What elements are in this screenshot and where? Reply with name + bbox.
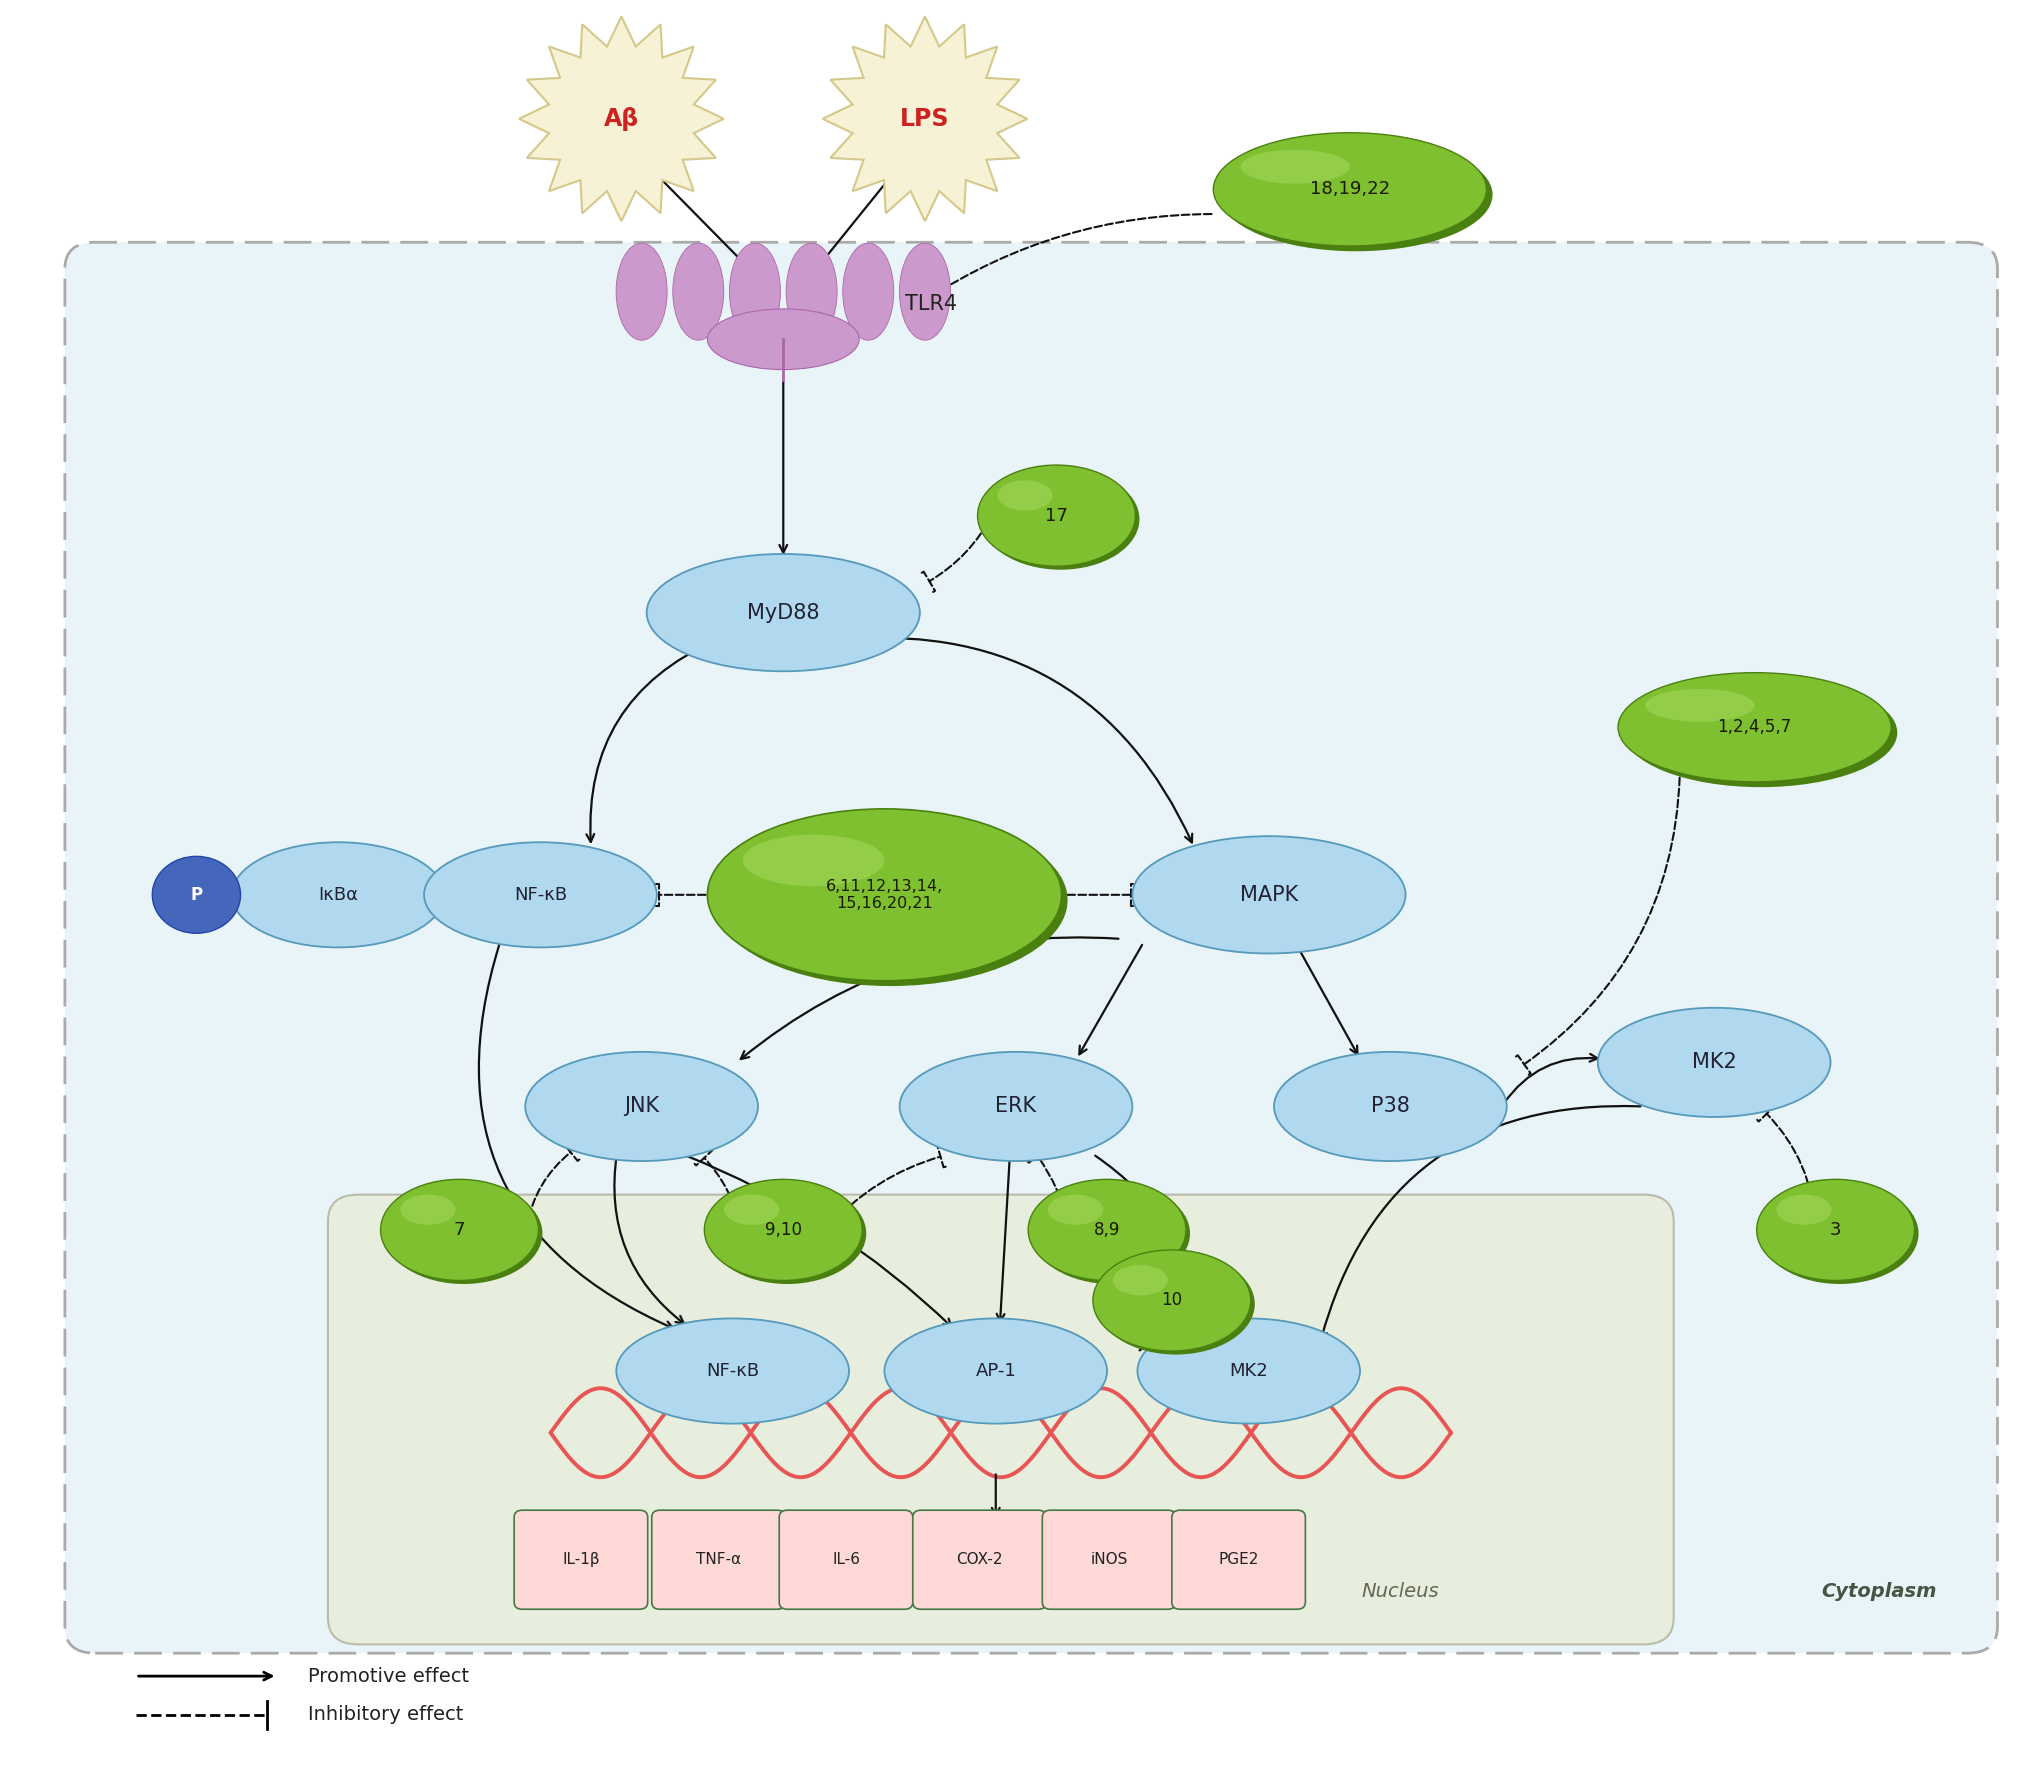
Ellipse shape: [981, 468, 1140, 571]
Text: TNF-α: TNF-α: [695, 1552, 742, 1566]
Text: LPS: LPS: [900, 106, 949, 131]
Ellipse shape: [380, 1180, 538, 1281]
Text: MAPK: MAPK: [1240, 884, 1298, 905]
Ellipse shape: [744, 835, 884, 886]
Ellipse shape: [713, 813, 1067, 985]
Text: Inhibitory effect: Inhibitory effect: [307, 1705, 463, 1724]
Text: Nucleus: Nucleus: [1361, 1582, 1439, 1600]
Text: Cytoplasm: Cytoplasm: [1821, 1582, 1936, 1600]
Ellipse shape: [1624, 679, 1898, 787]
FancyBboxPatch shape: [912, 1510, 1046, 1609]
Text: 9,10: 9,10: [764, 1221, 803, 1239]
Ellipse shape: [1776, 1194, 1831, 1224]
Circle shape: [152, 856, 240, 934]
Text: 1,2,4,5,7: 1,2,4,5,7: [1717, 718, 1792, 737]
FancyBboxPatch shape: [1042, 1510, 1177, 1609]
Text: Promotive effect: Promotive effect: [307, 1667, 469, 1685]
Ellipse shape: [1097, 1253, 1256, 1354]
Text: 7: 7: [453, 1221, 465, 1239]
Text: MK2: MK2: [1693, 1053, 1737, 1072]
Ellipse shape: [1114, 1265, 1168, 1295]
Ellipse shape: [1756, 1180, 1914, 1281]
Text: COX-2: COX-2: [957, 1552, 1004, 1566]
FancyBboxPatch shape: [1172, 1510, 1305, 1609]
FancyBboxPatch shape: [327, 1194, 1674, 1644]
Text: JNK: JNK: [624, 1097, 658, 1116]
Text: IL-6: IL-6: [831, 1552, 860, 1566]
FancyBboxPatch shape: [652, 1510, 784, 1609]
Text: NF-κB: NF-κB: [707, 1363, 760, 1380]
Text: 3: 3: [1831, 1221, 1841, 1239]
Ellipse shape: [1138, 1318, 1359, 1423]
Text: IL-1β: IL-1β: [563, 1552, 599, 1566]
Ellipse shape: [900, 1053, 1132, 1161]
Ellipse shape: [843, 243, 894, 340]
Ellipse shape: [384, 1184, 543, 1285]
Ellipse shape: [646, 555, 920, 672]
Text: AP-1: AP-1: [975, 1363, 1016, 1380]
Ellipse shape: [400, 1194, 455, 1224]
FancyBboxPatch shape: [778, 1510, 912, 1609]
Ellipse shape: [1049, 1194, 1103, 1224]
Polygon shape: [823, 16, 1028, 222]
Ellipse shape: [1242, 149, 1349, 184]
Ellipse shape: [729, 243, 780, 340]
Ellipse shape: [707, 808, 1061, 980]
Text: 8,9: 8,9: [1093, 1221, 1120, 1239]
Text: ERK: ERK: [996, 1097, 1036, 1116]
Ellipse shape: [1617, 673, 1892, 781]
Ellipse shape: [1219, 138, 1494, 252]
Ellipse shape: [1213, 133, 1487, 246]
Ellipse shape: [1028, 1180, 1187, 1281]
Text: TLR4: TLR4: [904, 294, 957, 314]
Ellipse shape: [900, 243, 951, 340]
Text: Aβ: Aβ: [604, 106, 638, 131]
Ellipse shape: [1032, 1184, 1191, 1285]
Ellipse shape: [425, 842, 656, 948]
Ellipse shape: [524, 1053, 758, 1161]
Text: 18,19,22: 18,19,22: [1311, 181, 1390, 198]
Ellipse shape: [998, 480, 1053, 510]
Ellipse shape: [1093, 1249, 1252, 1350]
Ellipse shape: [616, 243, 666, 340]
Ellipse shape: [1597, 1008, 1831, 1116]
Text: MyD88: MyD88: [748, 602, 819, 622]
Text: 10: 10: [1160, 1292, 1183, 1310]
Text: iNOS: iNOS: [1091, 1552, 1128, 1566]
Ellipse shape: [1132, 836, 1406, 953]
Ellipse shape: [1760, 1184, 1918, 1285]
Ellipse shape: [709, 1184, 866, 1285]
Text: IκBα: IκBα: [319, 886, 358, 904]
Text: PGE2: PGE2: [1219, 1552, 1258, 1566]
FancyBboxPatch shape: [514, 1510, 648, 1609]
Ellipse shape: [884, 1318, 1107, 1423]
Ellipse shape: [707, 308, 860, 370]
Text: MK2: MK2: [1229, 1363, 1268, 1380]
Text: NF-κB: NF-κB: [514, 886, 567, 904]
Text: P: P: [191, 886, 203, 904]
Ellipse shape: [232, 842, 445, 948]
Ellipse shape: [1274, 1053, 1508, 1161]
Text: P38: P38: [1372, 1097, 1410, 1116]
Ellipse shape: [786, 243, 837, 340]
Text: 17: 17: [1044, 507, 1069, 525]
Ellipse shape: [977, 464, 1136, 567]
Ellipse shape: [723, 1194, 780, 1224]
Ellipse shape: [1646, 689, 1756, 721]
Polygon shape: [518, 16, 723, 222]
FancyBboxPatch shape: [65, 243, 1997, 1653]
Ellipse shape: [673, 243, 723, 340]
Ellipse shape: [705, 1180, 862, 1281]
Text: 6,11,12,13,14,
15,16,20,21: 6,11,12,13,14, 15,16,20,21: [825, 879, 943, 911]
Ellipse shape: [616, 1318, 849, 1423]
